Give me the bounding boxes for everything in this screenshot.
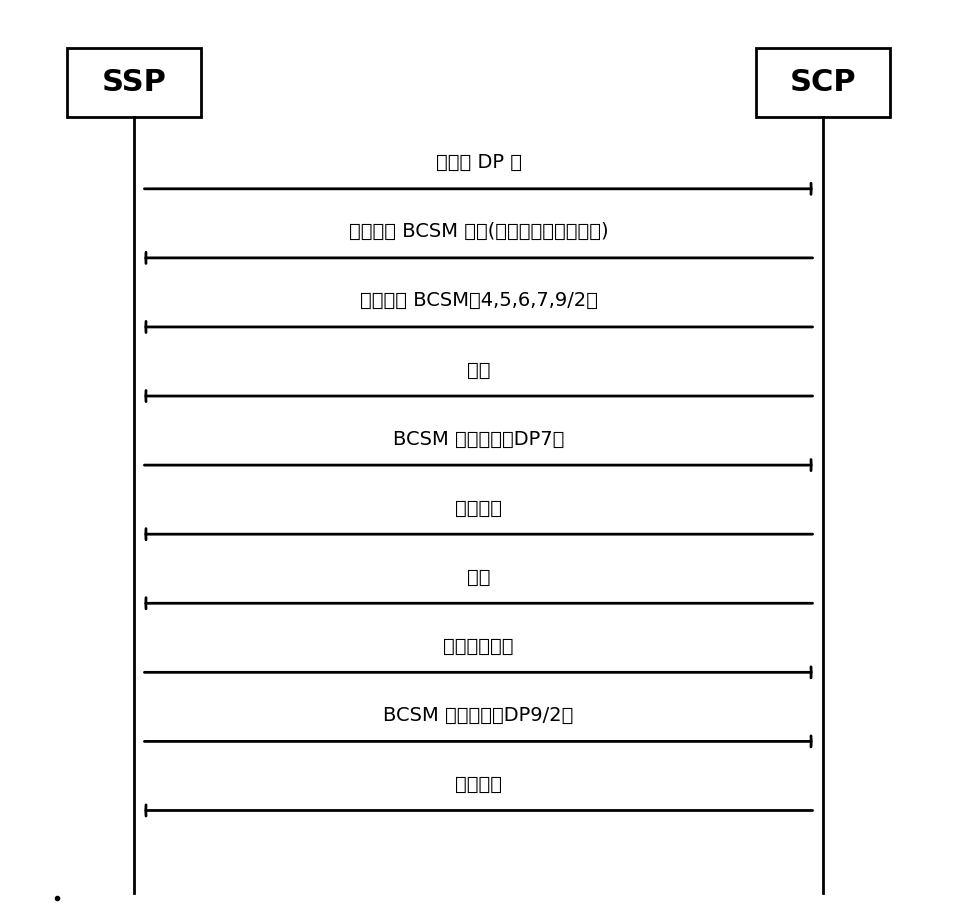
Text: 申请计费报告: 申请计费报告 — [443, 636, 514, 656]
Text: BCSM 事件报告（DP7）: BCSM 事件报告（DP7） — [392, 429, 565, 449]
Text: BCSM 事件报告（DP9/2）: BCSM 事件报告（DP9/2） — [384, 705, 573, 725]
Text: 连接: 连接 — [467, 360, 490, 379]
Text: SCP: SCP — [790, 68, 857, 98]
Bar — [67, 49, 201, 118]
Text: 请求上报 BCSM（4,5,6,7,9/2）: 请求上报 BCSM（4,5,6,7,9/2） — [360, 291, 597, 310]
Bar — [756, 49, 890, 118]
Text: 请求上报 BCSM 事件(主叫挂机、主叫放弃): 请求上报 BCSM 事件(主叫挂机、主叫放弃) — [348, 222, 609, 241]
Text: 申请计费: 申请计费 — [455, 498, 502, 518]
Text: 释放呼叫: 释放呼叫 — [455, 775, 502, 794]
Text: 初始化 DP 点: 初始化 DP 点 — [435, 153, 522, 172]
Text: 继续: 继续 — [467, 567, 490, 587]
Text: SSP: SSP — [101, 68, 167, 98]
